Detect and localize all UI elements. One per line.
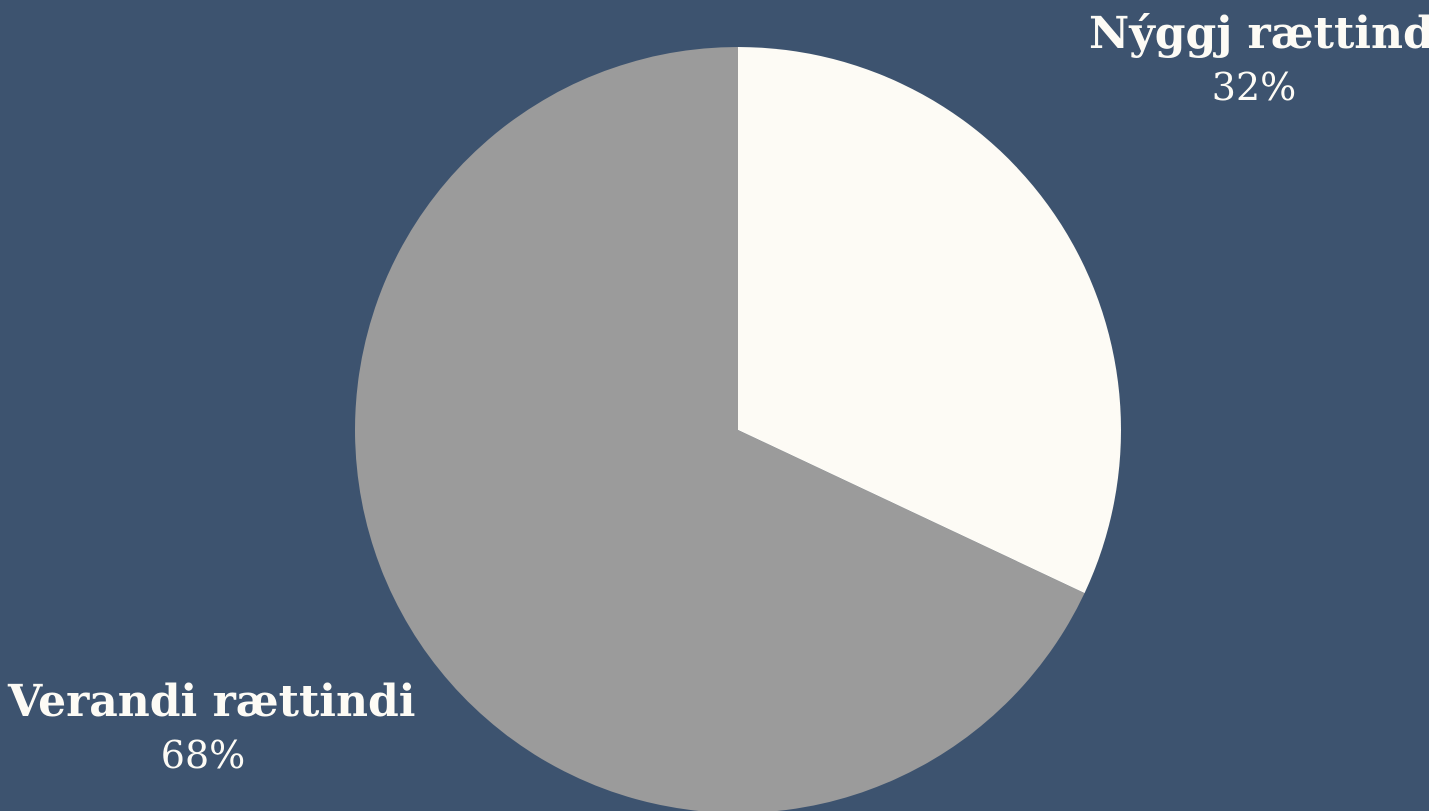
pie-slice-new-rights <box>738 47 1121 594</box>
slice-name-new-rights: Nýggj rættindi <box>1089 8 1429 59</box>
pie-slice-existing-rights <box>355 47 1085 811</box>
slice-label-existing-rights: Verandi rættindi 68% <box>8 676 416 778</box>
slice-percent-existing-rights: 68% <box>160 732 246 777</box>
slice-name-existing-rights: Verandi rættindi <box>8 676 416 727</box>
slice-percent-new-rights: 32% <box>1211 64 1297 109</box>
slice-label-new-rights: Nýggj rættindi 32% <box>1089 8 1429 110</box>
